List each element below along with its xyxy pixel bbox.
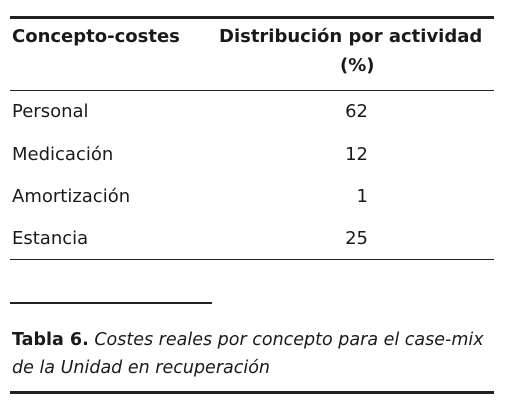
row-value: 12 [345,144,368,165]
header-cell: Distribución por actividad [219,26,483,47]
row-value: 25 [345,228,368,249]
caption-text: Costes reales por concepto para el case-… [12,330,484,378]
header-rule [10,90,494,91]
row-value: 1 [356,186,368,207]
caption-label: Tabla 6. [12,330,89,350]
row-label: Amortización [12,186,131,207]
separator [10,302,212,304]
bottom-rule [10,259,494,260]
header-cell: (%) [340,55,375,76]
top-rule [10,16,494,19]
row-label: Personal [12,101,89,122]
caption: Tabla 6. Costes reales por concepto para… [12,326,500,382]
row-label: Medicación [12,144,114,165]
row-label: Estancia [12,228,89,249]
final-rule [10,391,494,394]
header-cell: Concepto-costes [12,26,180,47]
row-value: 62 [345,101,368,122]
